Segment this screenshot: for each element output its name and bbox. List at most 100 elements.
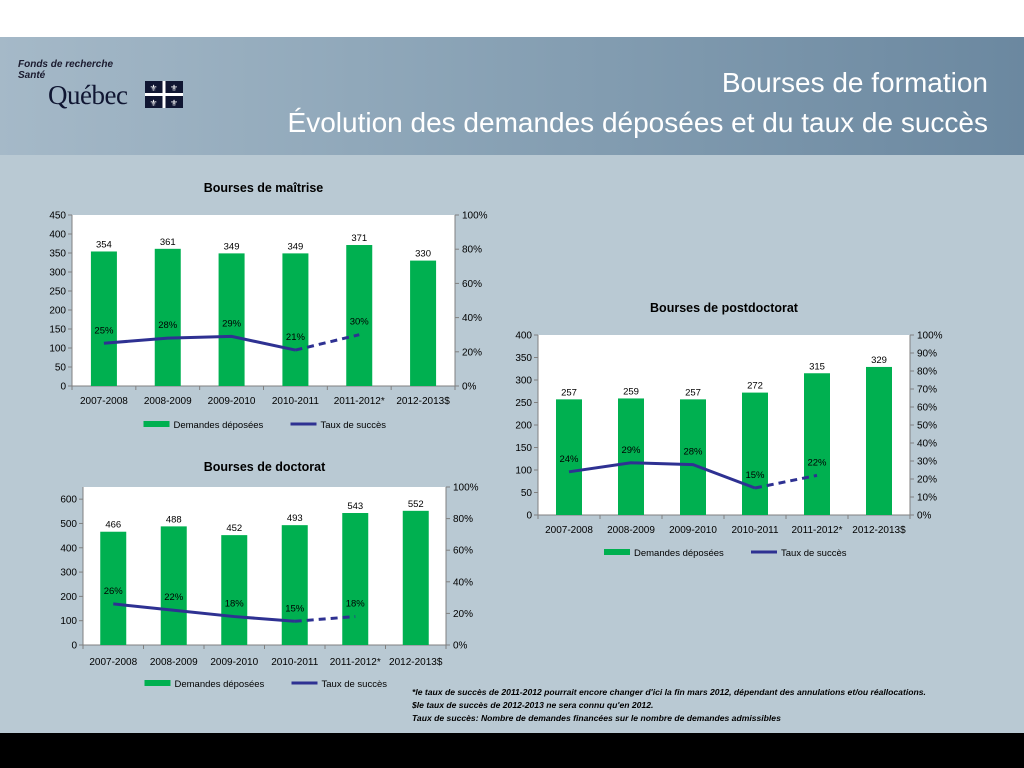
legend-swatch-bar xyxy=(144,680,171,686)
bar xyxy=(618,398,644,515)
line-data-label: 15% xyxy=(285,603,305,614)
footnote-line-3: Taux de succès: Nombre de demandes finan… xyxy=(412,713,781,723)
left-tick-label: 350 xyxy=(49,249,66,260)
quebec-flag-icon: ⚜ ⚜ ⚜ ⚜ xyxy=(145,81,183,108)
left-tick-label: 50 xyxy=(521,488,533,499)
right-tick-label: 100% xyxy=(453,483,479,494)
x-tick-label: 2011-2012* xyxy=(334,396,385,407)
bar xyxy=(221,535,248,645)
plot-area xyxy=(83,487,446,645)
bar xyxy=(281,525,308,645)
bar xyxy=(346,245,373,386)
bar xyxy=(742,392,768,515)
bar-data-label: 257 xyxy=(561,387,577,398)
x-tick-label: 2009-2010 xyxy=(210,657,258,668)
line-data-label: 26% xyxy=(104,586,124,597)
bar xyxy=(282,253,309,386)
bar xyxy=(410,260,437,386)
bar-data-label: 552 xyxy=(408,499,424,510)
right-tick-label: 80% xyxy=(462,245,482,256)
footnote-line-2: $le taux de succès de 2012-2013 ne sera … xyxy=(412,700,654,710)
right-tick-label: 0% xyxy=(917,511,932,522)
right-tick-label: 70% xyxy=(917,385,937,396)
x-tick-label: 2010-2011 xyxy=(271,657,319,668)
right-tick-label: 60% xyxy=(453,546,473,557)
x-tick-label: 2010-2011 xyxy=(272,396,320,407)
chart-title: Bourses de maîtrise xyxy=(204,181,324,195)
slide-subtitle: Évolution des demandes déposées et du ta… xyxy=(287,107,988,138)
line-data-label: 18% xyxy=(225,599,245,610)
left-tick-label: 400 xyxy=(49,230,66,241)
bar xyxy=(556,399,582,515)
left-tick-label: 400 xyxy=(515,331,532,342)
legend-label-line: Taux de succès xyxy=(781,548,847,559)
line-data-label: 29% xyxy=(621,445,641,456)
top-band xyxy=(0,0,1024,37)
svg-text:⚜: ⚜ xyxy=(149,83,157,93)
svg-text:⚜: ⚜ xyxy=(170,98,178,108)
slide-title: Bourses de formation xyxy=(721,67,988,98)
line-data-label: 24% xyxy=(559,454,579,465)
right-tick-label: 80% xyxy=(917,367,937,378)
bar xyxy=(804,373,830,515)
x-tick-label: 2008-2009 xyxy=(607,525,655,536)
success-rate-line-solid xyxy=(113,602,295,623)
bar-data-label: 488 xyxy=(166,514,182,525)
chart-title: Bourses de postdoctorat xyxy=(650,301,799,315)
x-tick-label: 2012-2013$ xyxy=(389,657,443,668)
bar-data-label: 354 xyxy=(96,239,112,250)
chart-maitrise: Bourses de maîtrise 0 50 100 150 200 250 300 350… xyxy=(49,181,487,431)
bar xyxy=(90,251,117,386)
bar-data-label: 329 xyxy=(871,355,887,366)
left-tick-label: 350 xyxy=(515,353,532,364)
svg-text:⚜: ⚜ xyxy=(170,83,178,93)
bar-data-label: 257 xyxy=(685,387,701,398)
logo-wordmark: Québec xyxy=(48,80,128,110)
x-tick-label: 2010-2011 xyxy=(731,525,779,536)
bar-data-label: 371 xyxy=(351,233,367,244)
right-tick-label: 60% xyxy=(917,403,937,414)
line-data-label: 18% xyxy=(346,599,366,610)
right-tick-label: 20% xyxy=(462,347,482,358)
bar-data-label: 466 xyxy=(105,520,121,531)
line-data-label: 28% xyxy=(158,320,178,331)
x-tick-label: 2008-2009 xyxy=(144,396,192,407)
right-tick-label: 40% xyxy=(453,577,473,588)
x-tick-label: 2007-2008 xyxy=(545,525,593,536)
chart-title: Bourses de doctorat xyxy=(204,460,326,474)
footnote-block: *le taux de succès de 2011-2012 pourrait… xyxy=(412,686,1022,725)
left-tick-label: 0 xyxy=(71,641,77,652)
bar xyxy=(154,248,181,386)
right-tick-label: 0% xyxy=(462,382,477,393)
x-tick-label: 2009-2010 xyxy=(208,396,256,407)
success-rate-line-dashed xyxy=(295,333,360,352)
legend-swatch-bar xyxy=(604,549,630,555)
success-rate-line-solid xyxy=(568,461,756,490)
legend-label-bar: Demandes déposées xyxy=(174,420,264,431)
legend-label-line: Taux de succès xyxy=(321,420,387,431)
line-data-label: 15% xyxy=(745,470,765,481)
bar xyxy=(866,366,892,515)
header-banner: Fonds de recherche Santé Québec ⚜ ⚜ ⚜ ⚜ … xyxy=(0,37,1024,155)
bar-data-label: 315 xyxy=(809,361,825,372)
bar-data-label: 349 xyxy=(224,241,240,252)
left-tick-label: 100 xyxy=(49,344,66,355)
bar-data-label: 272 xyxy=(747,381,763,392)
left-tick-label: 300 xyxy=(49,268,66,279)
bar-data-label: 259 xyxy=(623,386,639,397)
left-tick-label: 150 xyxy=(515,443,532,454)
left-tick-label: 400 xyxy=(60,543,77,554)
left-tick-label: 200 xyxy=(49,306,66,317)
right-tick-label: 50% xyxy=(917,421,937,432)
right-tick-label: 20% xyxy=(917,475,937,486)
svg-text:⚜: ⚜ xyxy=(149,98,157,108)
legend-label-bar: Demandes déposées xyxy=(634,548,724,559)
bar xyxy=(160,526,187,645)
x-tick-label: 2011-2012* xyxy=(792,525,843,536)
right-tick-label: 30% xyxy=(917,457,937,468)
right-tick-label: 60% xyxy=(462,279,482,290)
right-tick-label: 80% xyxy=(453,514,473,525)
bar xyxy=(218,253,245,386)
x-tick-label: 2008-2009 xyxy=(150,657,198,668)
line-data-label: 30% xyxy=(350,317,370,328)
